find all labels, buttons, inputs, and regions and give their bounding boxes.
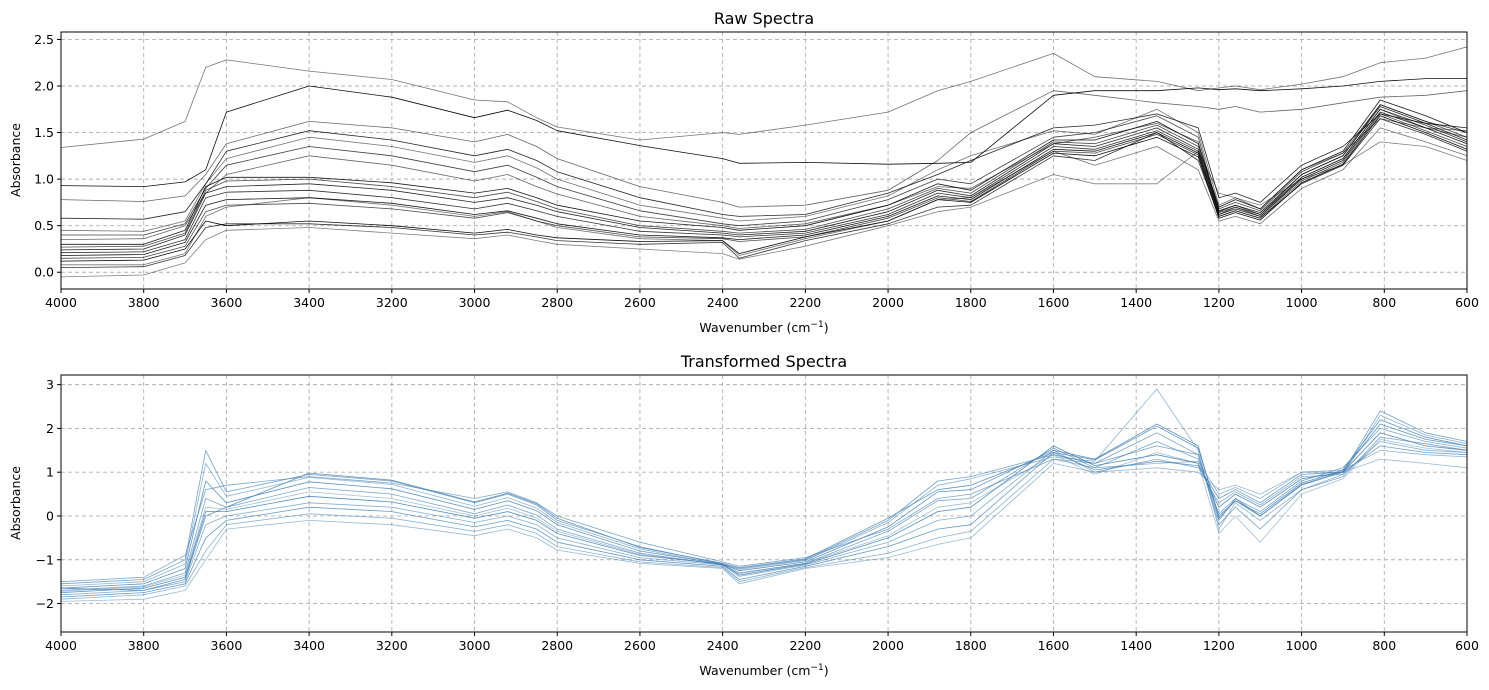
x-axis-label: Wavenumber (cm−1)	[699, 320, 828, 335]
x-axis: 4000 3800 3600 3400 3200 3000 2800 2600 2400 2200…	[45, 289, 1479, 310]
y-tick-label: 0.5	[34, 218, 54, 233]
x-tick-label: 2400	[707, 295, 739, 310]
spectrum-line-4	[60, 428, 1468, 591]
x-tick-label: 2400	[707, 638, 739, 653]
x-axis-label-sup: −1	[810, 320, 823, 330]
grid	[60, 32, 1468, 289]
spectrum-line-7	[60, 445, 1468, 598]
y-tick-label: −2	[36, 596, 54, 611]
y-axis: −2 −1 0 1 2 3	[36, 377, 61, 611]
x-tick-label: 1600	[1038, 638, 1070, 653]
y-tick-label: 0.0	[34, 265, 54, 280]
x-tick-label: 3600	[211, 295, 243, 310]
spectrum-line-7	[60, 108, 1468, 240]
spectrum-line-13	[60, 113, 1468, 259]
y-axis: 0.0 0.5 1.0 1.5 2.0 2.5	[34, 32, 61, 280]
spectrum-line-8	[60, 449, 1468, 600]
x-tick-label: 1400	[1120, 295, 1152, 310]
spectrum-line-2	[60, 388, 1468, 587]
series-group	[60, 388, 1468, 602]
x-tick-label: 2600	[624, 295, 656, 310]
plot-frame	[60, 31, 1468, 290]
spectrum-line-10	[60, 106, 1468, 251]
spectrum-line-16	[60, 118, 1468, 268]
x-tick-label: 3600	[211, 638, 243, 653]
x-tick-label: 1200	[1203, 295, 1235, 310]
spectrum-line-12	[60, 439, 1468, 592]
x-tick-label: 1800	[955, 638, 987, 653]
x-axis-label-main: Wavenumber (cm	[699, 663, 810, 678]
plot-frame	[60, 374, 1468, 633]
chart-title: Raw Spectra	[714, 9, 814, 28]
spectrum-line-3	[60, 419, 1468, 589]
spectrum-line-9	[60, 423, 1468, 591]
x-tick-label: 4000	[45, 638, 77, 653]
x-tick-label: 1400	[1120, 638, 1152, 653]
transformed-spectra-panel: Transformed Spectra Absorbance Wavenumbe…	[8, 352, 1479, 678]
y-axis-label: Absorbance	[8, 123, 23, 197]
x-tick-label: 800	[1372, 638, 1396, 653]
x-tick-label: 3200	[376, 295, 408, 310]
spectrum-line-10	[60, 458, 1468, 602]
spectrum-line-17	[60, 141, 1468, 278]
x-axis-label-sup: −1	[810, 663, 823, 673]
spectrum-line-15	[61, 127, 1468, 266]
spectrum-line-11	[60, 436, 1468, 583]
y-tick-label: 2.5	[34, 32, 54, 47]
spectrum-line-1	[60, 46, 1468, 148]
y-tick-label: 2.0	[34, 79, 54, 94]
y-tick-label: 2	[46, 421, 54, 436]
x-tick-label: 600	[1455, 295, 1479, 310]
x-tick-label: 2800	[541, 295, 573, 310]
spectrum-line-3	[60, 90, 1468, 208]
x-tick-label: 3400	[293, 638, 325, 653]
spectrum-line-8	[61, 99, 1468, 245]
x-tick-label: 2000	[872, 638, 904, 653]
x-tick-label: 3400	[293, 295, 325, 310]
y-tick-label: 0	[46, 508, 54, 523]
x-tick-label: 3000	[459, 638, 491, 653]
spectrum-line-1	[60, 410, 1468, 585]
y-axis-label: Absorbance	[8, 466, 23, 540]
x-tick-label: 4000	[45, 295, 77, 310]
spectrum-line-14	[60, 115, 1468, 262]
y-tick-label: 1.0	[34, 172, 54, 187]
spectrum-line-9	[60, 104, 1468, 248]
x-tick-label: 3000	[459, 295, 491, 310]
raw-spectra-panel: Raw Spectra Absorbance Wavenumber (cm−1)…	[8, 9, 1479, 335]
x-axis: 4000 3800 3600 3400 3200 3000 2800 2600 2400 2200…	[45, 632, 1479, 653]
series-group	[60, 46, 1468, 278]
y-tick-label: 1	[46, 465, 54, 480]
x-tick-label: 1800	[955, 295, 987, 310]
x-tick-label: 1200	[1203, 638, 1235, 653]
x-tick-label: 3800	[128, 638, 160, 653]
spectrum-line-12	[60, 111, 1468, 256]
x-tick-label: 600	[1455, 638, 1479, 653]
x-tick-label: 2600	[624, 638, 656, 653]
y-tick-label: 3	[46, 377, 54, 392]
x-axis-label: Wavenumber (cm−1)	[699, 663, 828, 678]
x-tick-label: 2800	[541, 638, 573, 653]
x-tick-label: 800	[1372, 295, 1396, 310]
x-tick-label: 1000	[1286, 638, 1318, 653]
x-tick-label: 1600	[1038, 295, 1070, 310]
spectrum-line-4	[60, 113, 1468, 220]
x-tick-label: 2000	[872, 295, 904, 310]
x-tick-label: 3800	[128, 295, 160, 310]
x-tick-label: 3200	[376, 638, 408, 653]
x-tick-label: 2200	[789, 638, 821, 653]
y-tick-label: 1.5	[34, 125, 54, 140]
y-tick-label: −1	[36, 552, 54, 567]
chart-title: Transformed Spectra	[680, 352, 847, 371]
spectrum-line-2	[60, 78, 1467, 187]
x-tick-label: 1000	[1286, 295, 1318, 310]
x-axis-label-end: )	[824, 663, 829, 678]
spectrum-line-5	[60, 432, 1468, 593]
x-axis-label-main: Wavenumber (cm	[699, 320, 810, 335]
spectrum-line-6	[60, 441, 1468, 596]
x-axis-label-end: )	[824, 320, 829, 335]
x-tick-label: 2200	[789, 295, 821, 310]
spectrum-line-11	[60, 108, 1468, 254]
